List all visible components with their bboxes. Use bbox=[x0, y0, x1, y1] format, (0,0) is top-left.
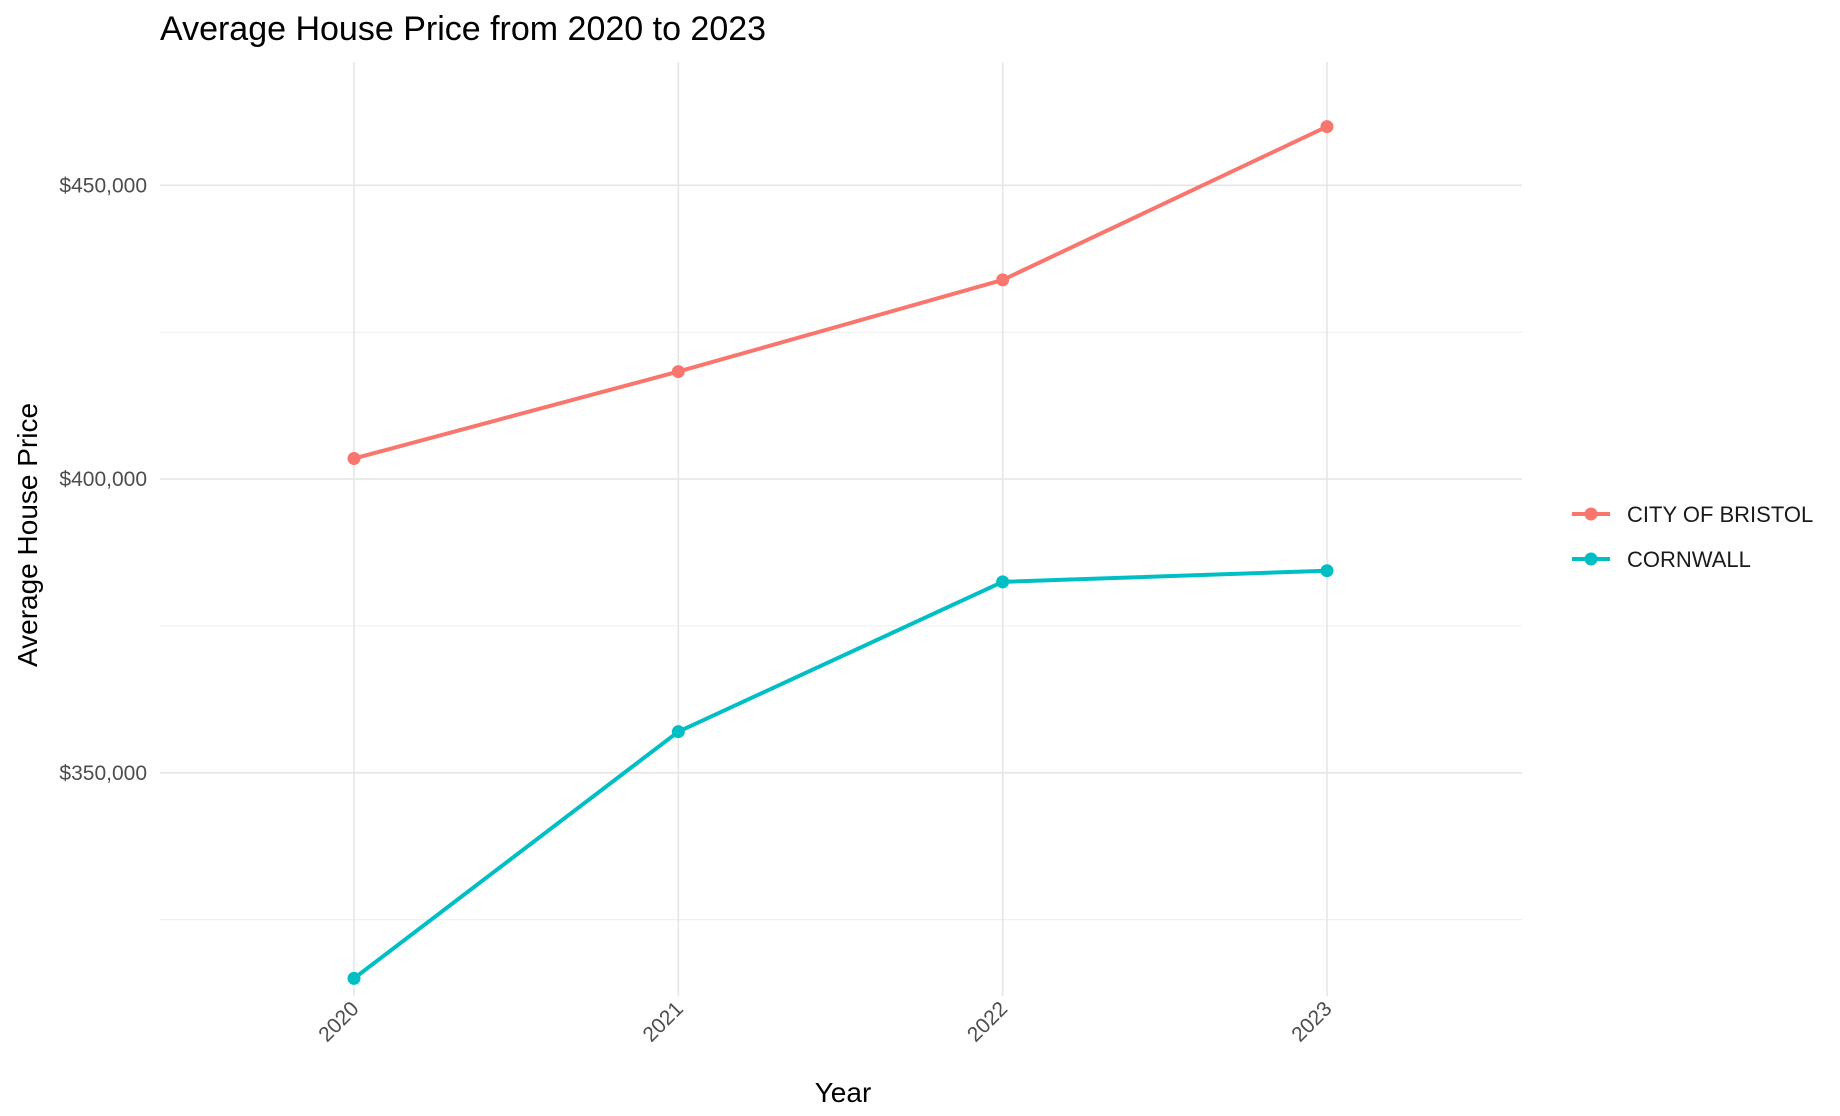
x-tick-label: 2020 bbox=[314, 997, 363, 1046]
data-point bbox=[671, 725, 685, 739]
legend: CITY OF BRISTOL CORNWALL bbox=[1572, 502, 1813, 572]
y-tick-label: $450,000 bbox=[59, 174, 147, 197]
data-point bbox=[347, 452, 361, 466]
chart-title: Average House Price from 2020 to 2023 bbox=[160, 10, 766, 48]
series-line bbox=[352, 568, 1329, 981]
legend-key-point bbox=[1584, 507, 1598, 521]
series-lines bbox=[347, 120, 1334, 985]
legend-label: CORNWALL bbox=[1627, 547, 1751, 572]
data-point bbox=[671, 365, 685, 379]
grid-lines bbox=[160, 62, 1522, 996]
x-axis-title: Year bbox=[815, 1077, 872, 1108]
y-tick-label: $400,000 bbox=[59, 468, 147, 491]
data-point bbox=[1320, 564, 1334, 578]
legend-label: CITY OF BRISTOL bbox=[1627, 502, 1813, 527]
y-tick-label: $350,000 bbox=[59, 762, 147, 785]
data-point bbox=[996, 273, 1010, 287]
series-line bbox=[352, 124, 1329, 461]
x-axis-tick-labels: 2020 2021 2022 2023 bbox=[314, 997, 1336, 1046]
data-point bbox=[996, 575, 1010, 589]
x-tick-label: 2021 bbox=[639, 997, 688, 1046]
data-point bbox=[347, 971, 361, 985]
x-tick-label: 2023 bbox=[1287, 997, 1336, 1046]
data-point bbox=[1320, 120, 1334, 134]
x-tick-label: 2022 bbox=[963, 997, 1012, 1046]
legend-key-point bbox=[1584, 552, 1598, 566]
y-axis-tick-labels: $350,000 $400,000 $450,000 bbox=[59, 174, 147, 784]
y-axis-title: Average House Price bbox=[12, 403, 43, 667]
